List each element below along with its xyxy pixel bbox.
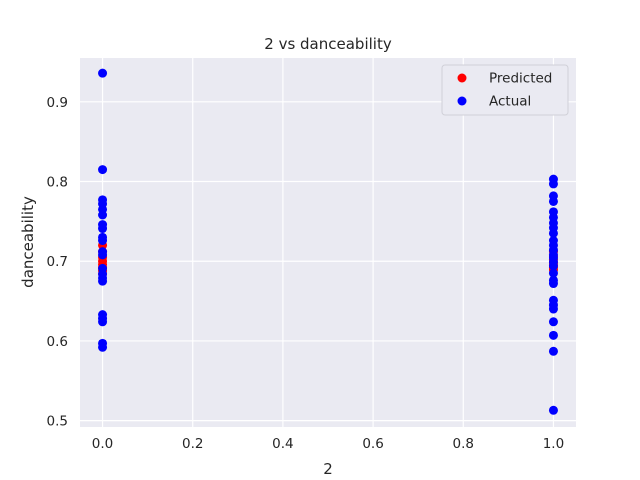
actual-point — [548, 317, 558, 327]
x-tick-label: 0.4 — [272, 436, 293, 452]
actual-point — [98, 236, 108, 246]
legend-box — [441, 64, 569, 116]
actual-point — [548, 304, 558, 314]
actual-point — [98, 276, 108, 286]
actual-point — [548, 330, 558, 340]
legend-label-predicted: Predicted — [489, 71, 552, 87]
legend-label-actual: Actual — [489, 94, 531, 110]
x-tick-label: 0.8 — [453, 436, 474, 452]
y-tick-label: 0.9 — [47, 95, 68, 111]
x-tick-label: 0.2 — [182, 436, 203, 452]
actual-point — [548, 268, 558, 278]
series-actual — [98, 68, 558, 415]
actual-point — [98, 250, 108, 260]
legend: Predicted Actual — [441, 64, 569, 116]
x-axis-label: 2 — [323, 460, 333, 478]
x-tick-label: 0.0 — [92, 436, 113, 452]
actual-point — [98, 68, 108, 78]
actual-point — [548, 279, 558, 289]
plot-background — [80, 58, 576, 427]
y-tick-label: 0.6 — [47, 334, 68, 350]
y-tick-label: 0.5 — [47, 414, 68, 430]
actual-point — [98, 210, 108, 220]
actual-point — [98, 224, 108, 234]
chart-title: 2 vs danceability — [264, 35, 392, 53]
actual-point — [98, 317, 108, 327]
x-tick-label: 1.0 — [543, 436, 564, 452]
x-tick-label: 0.6 — [362, 436, 383, 452]
y-axis-label: danceability — [19, 196, 37, 288]
y-tick-label: 0.8 — [47, 175, 68, 191]
actual-point — [548, 405, 558, 415]
actual-point — [548, 196, 558, 206]
y-tick-label: 0.7 — [47, 254, 68, 270]
actual-point — [548, 179, 558, 189]
actual-point — [548, 228, 558, 238]
actual-point — [98, 165, 108, 175]
x-tick-labels: 0.0 0.2 0.4 0.6 0.8 1.0 — [92, 436, 564, 452]
actual-point — [548, 261, 558, 271]
y-tick-labels: 0.5 0.6 0.7 0.8 0.9 — [47, 95, 68, 430]
legend-marker-predicted — [457, 73, 467, 83]
actual-point — [98, 342, 108, 352]
actual-point — [548, 346, 558, 356]
legend-marker-actual — [457, 96, 467, 106]
